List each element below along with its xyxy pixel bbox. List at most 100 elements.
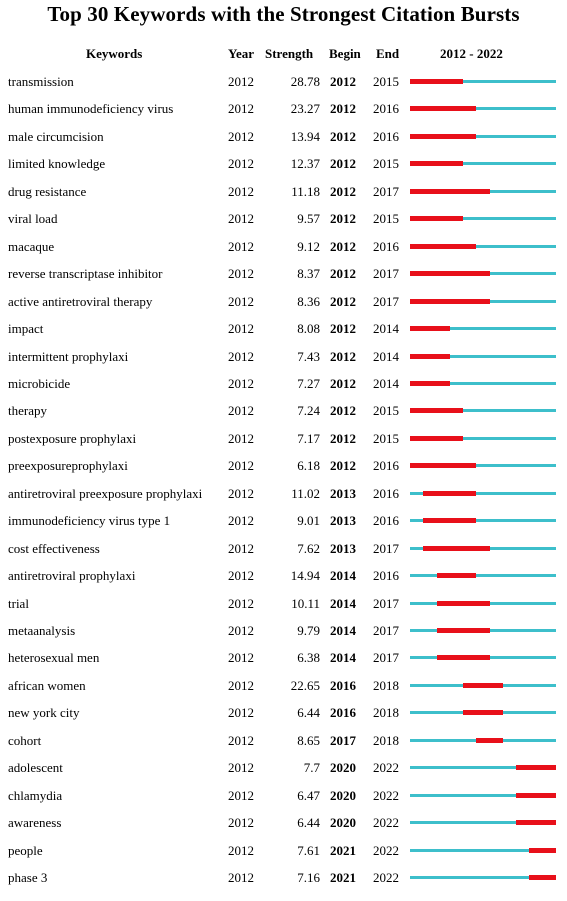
- begin-value: 2012: [330, 101, 356, 117]
- begin-value: 2013: [330, 513, 356, 529]
- timeline-baseline: [410, 464, 556, 468]
- table-row: antiretroviral prophylaxi 2012 14.94 2014 20…: [0, 567, 567, 594]
- year-value: 2012: [228, 540, 254, 556]
- table-row: therapy 2012 7.24 2012 2015: [0, 402, 567, 429]
- keyword-label: african women: [8, 677, 86, 693]
- year-value: 2012: [228, 156, 254, 172]
- keyword-label: heterosexual men: [8, 650, 100, 666]
- end-value: 2016: [373, 238, 399, 254]
- header-begin: Begin: [329, 46, 361, 61]
- keyword-label: phase 3: [8, 870, 48, 886]
- year-value: 2012: [228, 375, 254, 391]
- timeline-baseline: [410, 107, 556, 111]
- burst-bar: [410, 435, 464, 441]
- end-value: 2014: [373, 348, 399, 364]
- strength-value: 7.27: [297, 375, 320, 391]
- header-keywords: Keywords: [86, 46, 143, 61]
- begin-value: 2012: [330, 293, 356, 309]
- year-value: 2012: [228, 677, 254, 693]
- strength-value: 13.94: [290, 128, 320, 144]
- end-value: 2017: [373, 266, 399, 282]
- burst-bar: [410, 326, 450, 332]
- timeline-baseline: [410, 134, 556, 138]
- burst-bar: [410, 216, 464, 222]
- begin-value: 2014: [330, 623, 356, 638]
- begin-value: 2016: [330, 677, 356, 693]
- burst-bar: [410, 463, 477, 469]
- keyword-label: people: [8, 842, 43, 858]
- burst-bar: [436, 573, 477, 579]
- burst-bar: [410, 408, 464, 414]
- year-value: 2012: [228, 266, 254, 282]
- keyword-label: active antiretroviral therapy: [8, 293, 153, 309]
- begin-value: 2013: [330, 540, 356, 556]
- table-row: cohort 2012 8.65 2017 2018: [0, 732, 567, 759]
- end-value: 2015: [373, 430, 399, 446]
- year-value: 2012: [228, 430, 254, 446]
- keyword-label: microbicide: [8, 375, 71, 391]
- strength-value: 11.02: [291, 485, 320, 501]
- end-value: 2016: [373, 485, 399, 501]
- begin-value: 2012: [330, 266, 356, 282]
- end-value: 2016: [373, 458, 399, 474]
- burst-bar: [410, 106, 477, 112]
- strength-value: 7.61: [297, 842, 320, 858]
- end-value: 2015: [373, 403, 399, 419]
- year-value: 2012: [228, 787, 254, 803]
- year-value: 2012: [228, 348, 254, 364]
- strength-value: 6.47: [297, 787, 320, 803]
- begin-value: 2012: [330, 211, 356, 227]
- table-row: adolescent 2012 7.7 2020 2022: [0, 759, 567, 786]
- table-row: drug resistance 2012 11.18 2012 2017: [0, 183, 567, 210]
- table-row: metaanalysis 2012 9.79 2014 2017: [0, 622, 567, 649]
- year-value: 2012: [228, 238, 254, 254]
- end-value: 2017: [373, 595, 399, 611]
- table-row: viral load 2012 9.57 2012 2015: [0, 210, 567, 237]
- year-value: 2012: [228, 101, 254, 117]
- burst-bar: [410, 380, 450, 386]
- table-row: limited knowledge 2012 12.37 2012 2015: [0, 155, 567, 182]
- table-row: immunodeficiency virus type 1 2012 9.01 201…: [0, 512, 567, 539]
- timeline-baseline: [410, 876, 556, 880]
- year-value: 2012: [228, 870, 254, 886]
- chart-title: Top 30 Keywords with the Strongest Citat…: [47, 2, 520, 26]
- end-value: 2022: [373, 760, 399, 776]
- end-value: 2016: [373, 101, 399, 117]
- table-row: postexposure prophylaxi 2012 7.17 2012 2015: [0, 430, 567, 457]
- year-value: 2012: [228, 293, 254, 309]
- begin-value: 2012: [330, 156, 356, 172]
- year-value: 2012: [228, 513, 254, 529]
- begin-value: 2014: [330, 568, 356, 584]
- keyword-label: immunodeficiency virus type 1: [8, 513, 171, 529]
- timeline-baseline: [410, 821, 556, 825]
- burst-bar: [423, 518, 477, 524]
- begin-value: 2012: [330, 183, 356, 199]
- timeline-baseline: [410, 574, 556, 578]
- keyword-label: cost effectiveness: [8, 540, 100, 556]
- strength-value: 14.94: [290, 568, 320, 584]
- burst-bar: [516, 820, 556, 826]
- strength-value: 7.17: [297, 430, 320, 446]
- timeline-baseline: [410, 793, 556, 797]
- strength-value: 7.24: [297, 403, 320, 419]
- burst-bar: [410, 353, 450, 359]
- table-row: new york city 2012 6.44 2016 2018: [0, 704, 567, 731]
- strength-value: 9.12: [297, 238, 320, 254]
- year-value: 2012: [228, 568, 254, 584]
- end-value: 2017: [373, 540, 399, 556]
- table-row: chlamydia 2012 6.47 2020 2022: [0, 787, 567, 814]
- year-value: 2012: [228, 128, 254, 144]
- keyword-label: antiretroviral preexposure prophylaxi: [8, 485, 203, 501]
- keyword-label: adolescent: [8, 760, 63, 776]
- header-end: End: [376, 46, 400, 61]
- timeline-baseline: [410, 766, 556, 770]
- begin-value: 2012: [330, 74, 356, 89]
- keyword-label: transmission: [8, 74, 74, 89]
- year-value: 2012: [228, 705, 254, 721]
- strength-value: 11.18: [291, 183, 320, 199]
- end-value: 2018: [373, 677, 399, 693]
- keyword-label: male circumcision: [8, 128, 104, 144]
- strength-value: 8.36: [297, 293, 320, 309]
- keyword-label: cohort: [8, 732, 42, 748]
